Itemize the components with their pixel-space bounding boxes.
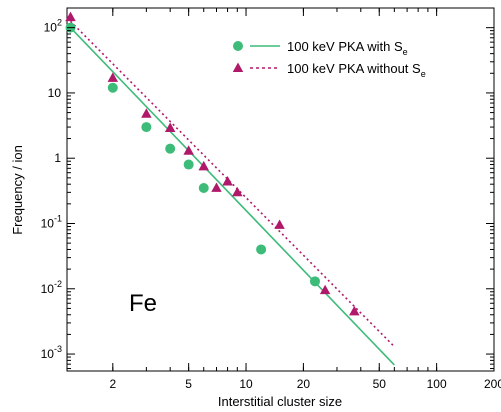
point-circle	[165, 143, 176, 154]
plot-frame	[66, 7, 495, 372]
legend-marker-triangle	[232, 62, 244, 72]
legend: 100 keV PKA with Se 100 keV PKA without …	[232, 39, 426, 79]
y-axis-ticks: 102 10 1 10-1 10-2 10-3	[41, 7, 494, 370]
y-tick-label: 1	[54, 151, 61, 165]
point-circle	[183, 159, 194, 170]
point-triangle	[183, 145, 194, 155]
x-axis-title: Interstitial cluster size	[218, 394, 342, 409]
point-circle	[107, 82, 118, 93]
annotation-fe: Fe	[129, 290, 157, 317]
legend-label-with-se-sub: e	[403, 47, 408, 57]
point-triangle	[198, 160, 209, 171]
x-tick-label: 2	[109, 377, 116, 391]
point-circle	[309, 276, 320, 287]
point-triangle	[141, 108, 152, 118]
x-tick-label: 10	[239, 377, 253, 391]
legend-label-with-se: 100 keV PKA with Se	[287, 39, 408, 57]
x-tick-label: 50	[373, 377, 387, 391]
point-triangle	[164, 122, 176, 132]
x-tick-label: 200	[484, 377, 501, 391]
fit-lines	[69, 20, 395, 366]
point-circle	[256, 244, 267, 255]
point-triangle	[211, 182, 222, 192]
legend-entry-without-se: 100 keV PKA without Se	[232, 61, 426, 79]
point-circle	[141, 122, 152, 133]
x-axis-ticks: 2 5 10 20 50 100 200	[109, 8, 501, 391]
point-triangle	[274, 219, 285, 229]
y-tick-label: 10-2	[41, 279, 62, 296]
fit-line-1	[69, 27, 395, 366]
legend-label-without-se-sub: e	[421, 69, 426, 79]
point-triangle	[107, 72, 119, 82]
legend-label-without-se-main: 100 keV PKA without S	[287, 61, 421, 76]
point-triangle	[222, 175, 233, 186]
x-tick-label: 5	[185, 377, 192, 391]
y-tick-label: 10-1	[41, 213, 62, 230]
legend-entry-with-se: 100 keV PKA with Se	[233, 39, 408, 57]
legend-marker-circle	[233, 41, 243, 51]
legend-label-without-se: 100 keV PKA without Se	[287, 61, 426, 79]
data-points	[65, 11, 360, 316]
point-triangle	[349, 305, 360, 316]
fit-line-2	[69, 20, 395, 348]
point-triangle	[319, 284, 331, 295]
point-circle	[198, 182, 209, 193]
legend-label-with-se-main: 100 keV PKA with S	[287, 39, 403, 54]
x-tick-label: 20	[297, 377, 311, 391]
y-tick-label: 10-3	[41, 344, 62, 361]
y-tick-label: 102	[44, 18, 62, 35]
x-tick-label: 100	[427, 377, 447, 391]
y-tick-label: 10	[48, 86, 62, 100]
y-axis-title: Frequency / ion	[10, 145, 25, 235]
point-triangle	[65, 11, 76, 22]
point-triangle	[232, 186, 243, 197]
